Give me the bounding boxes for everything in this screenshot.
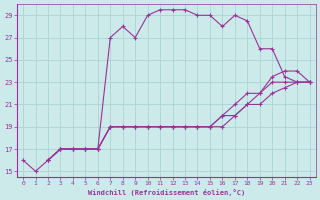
X-axis label: Windchill (Refroidissement éolien,°C): Windchill (Refroidissement éolien,°C)	[88, 189, 245, 196]
